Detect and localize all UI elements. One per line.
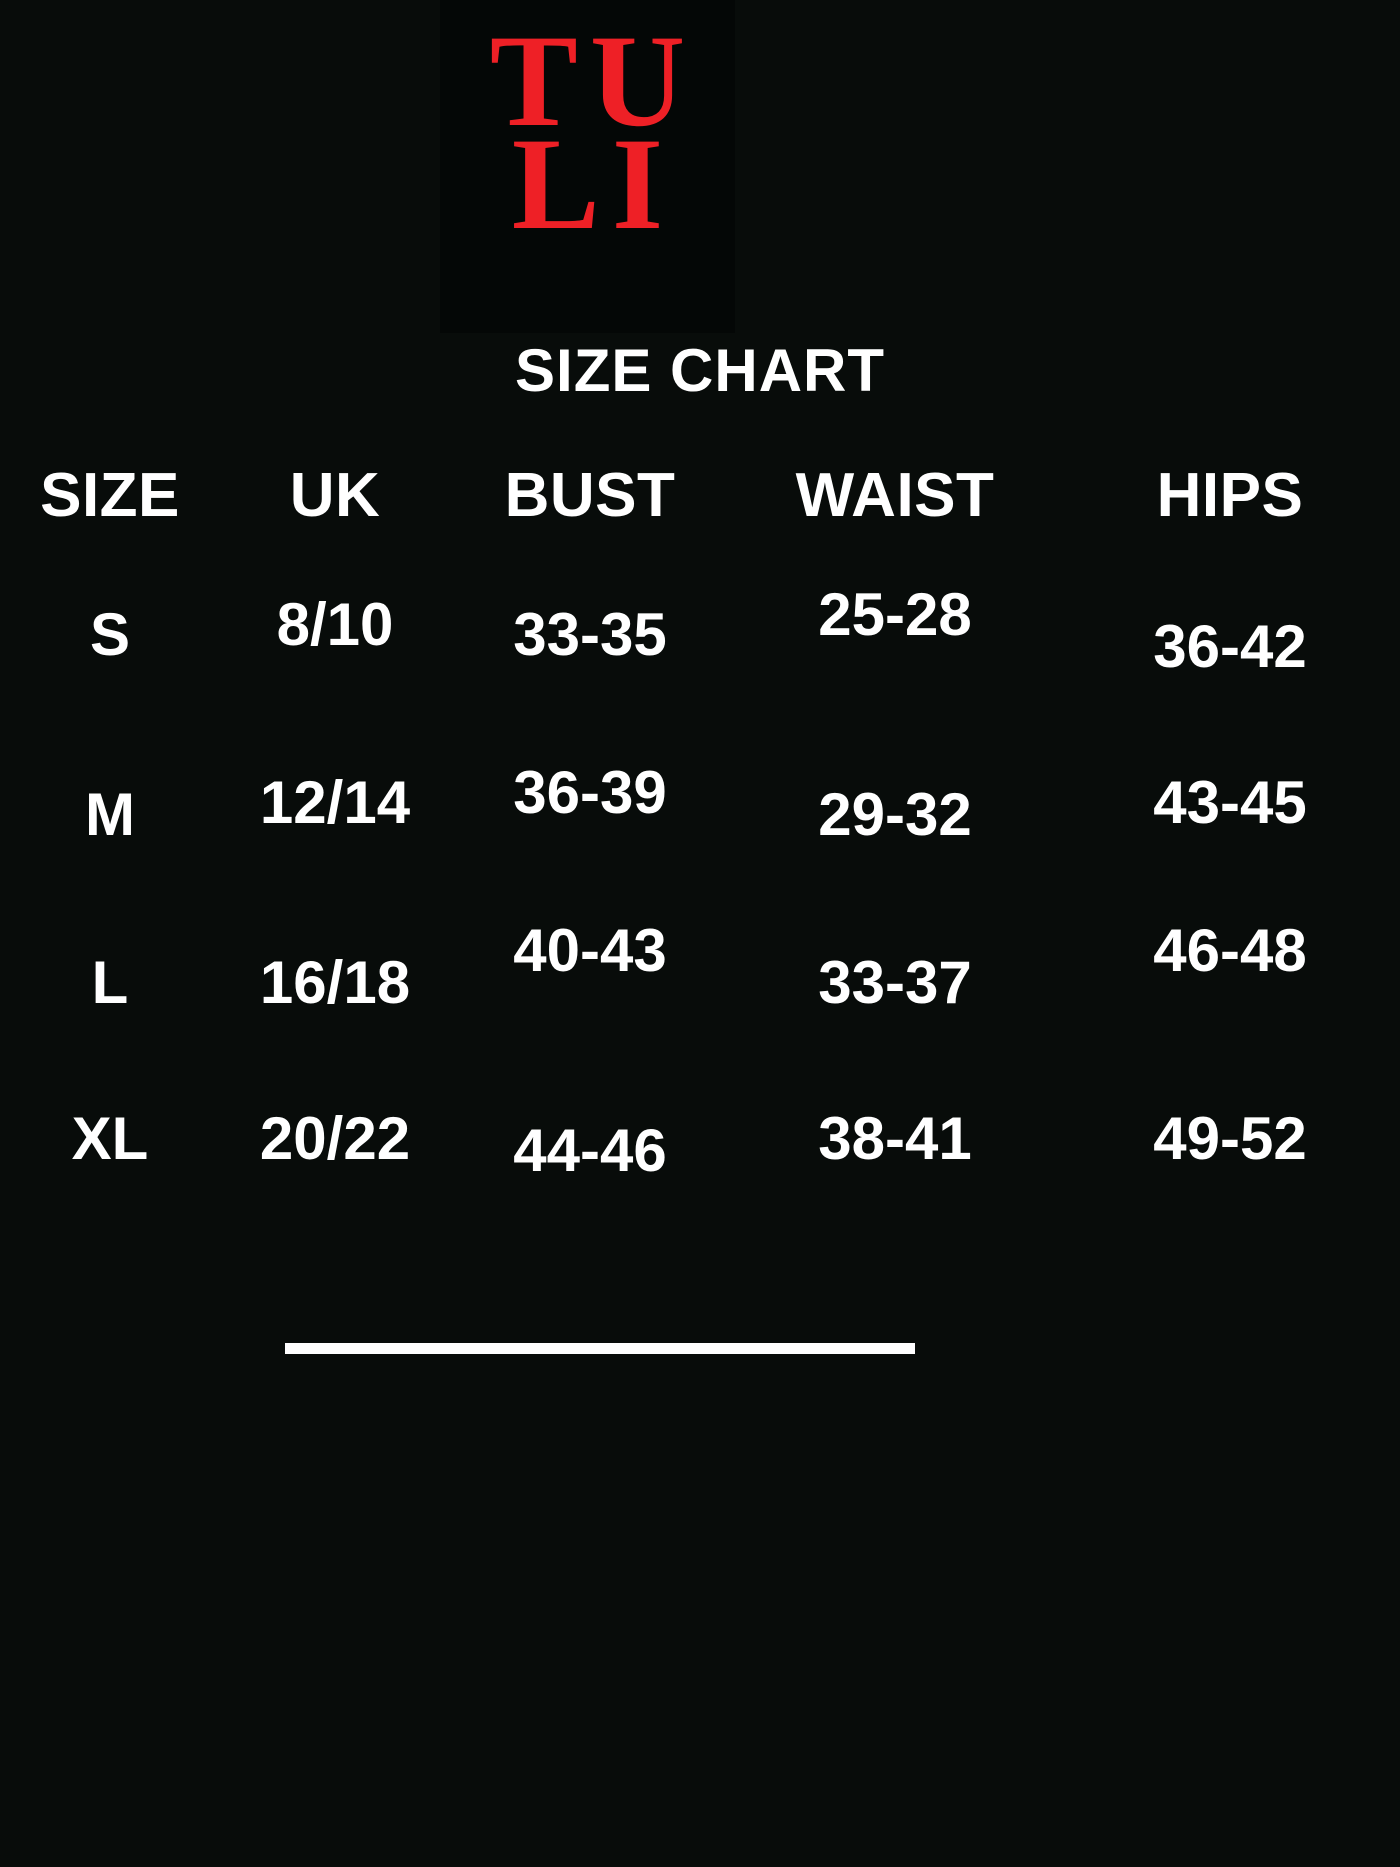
table-header-row: SIZE UK BUST WAIST HIPS	[0, 440, 1400, 550]
bottom-divider-rule	[285, 1343, 915, 1354]
cell-value-hips: 49-52	[1153, 1104, 1307, 1172]
brand-logo-line-2: LI	[511, 109, 676, 257]
column-header-size: SIZE	[40, 460, 180, 530]
cell-value-bust: 33-35	[513, 600, 667, 668]
page-title: SIZE CHART	[515, 337, 885, 404]
cell-uk: 8/10	[220, 550, 450, 718]
table-row: L 16/18 40-43 33-37 46-48	[0, 886, 1400, 1054]
size-chart-table: SIZE UK BUST WAIST HIPS S 8/10 33-35 25-…	[0, 440, 1400, 1222]
cell-waist: 38-41	[730, 1054, 1060, 1222]
cell-value-hips: 36-42	[1153, 612, 1307, 680]
cell-value-uk: 16/18	[259, 948, 411, 1016]
cell-value-bust: 36-39	[513, 758, 667, 826]
cell-value-waist: 33-37	[818, 948, 972, 1016]
brand-logo-block: TU LI	[440, 0, 735, 333]
cell-hips: 36-42	[1060, 550, 1400, 718]
cell-size: M	[0, 718, 220, 886]
cell-waist: 33-37	[730, 886, 1060, 1054]
cell-uk: 12/14	[220, 718, 450, 886]
column-header-uk: UK	[289, 460, 381, 530]
column-header-hips: HIPS	[1156, 460, 1304, 530]
cell-waist: 29-32	[730, 718, 1060, 886]
cell-value-bust: 40-43	[513, 916, 667, 984]
cell-uk: 16/18	[220, 886, 450, 1054]
cell-value-size: S	[89, 600, 131, 668]
cell-bust: 44-46	[450, 1054, 730, 1222]
cell-value-waist: 29-32	[818, 780, 972, 848]
table-row: M 12/14 36-39 29-32 43-45	[0, 718, 1400, 886]
cell-hips: 43-45	[1060, 718, 1400, 886]
cell-waist: 25-28	[730, 550, 1060, 718]
column-header-waist: WAIST	[795, 460, 995, 530]
cell-value-waist: 25-28	[818, 580, 972, 648]
cell-value-uk: 20/22	[259, 1104, 411, 1172]
cell-hips: 46-48	[1060, 886, 1400, 1054]
column-header-bust: BUST	[504, 460, 676, 530]
cell-size: S	[0, 550, 220, 718]
cell-value-size: M	[85, 780, 135, 848]
cell-bust: 33-35	[450, 550, 730, 718]
cell-bust: 36-39	[450, 718, 730, 886]
cell-uk: 20/22	[220, 1054, 450, 1222]
cell-value-uk: 8/10	[276, 590, 394, 658]
cell-value-size: L	[91, 948, 129, 1016]
cell-value-bust: 44-46	[513, 1116, 667, 1184]
table-row: S 8/10 33-35 25-28 36-42	[0, 550, 1400, 718]
table-row: XL 20/22 44-46 38-41 49-52	[0, 1054, 1400, 1222]
cell-value-waist: 38-41	[818, 1104, 972, 1172]
cell-size: L	[0, 886, 220, 1054]
cell-value-hips: 43-45	[1153, 768, 1307, 836]
cell-value-size: XL	[71, 1104, 149, 1172]
cell-size: XL	[0, 1054, 220, 1222]
cell-value-hips: 46-48	[1153, 916, 1307, 984]
cell-bust: 40-43	[450, 886, 730, 1054]
cell-hips: 49-52	[1060, 1054, 1400, 1222]
brand-logo-line-1: TU	[489, 7, 698, 154]
cell-value-uk: 12/14	[259, 768, 411, 836]
